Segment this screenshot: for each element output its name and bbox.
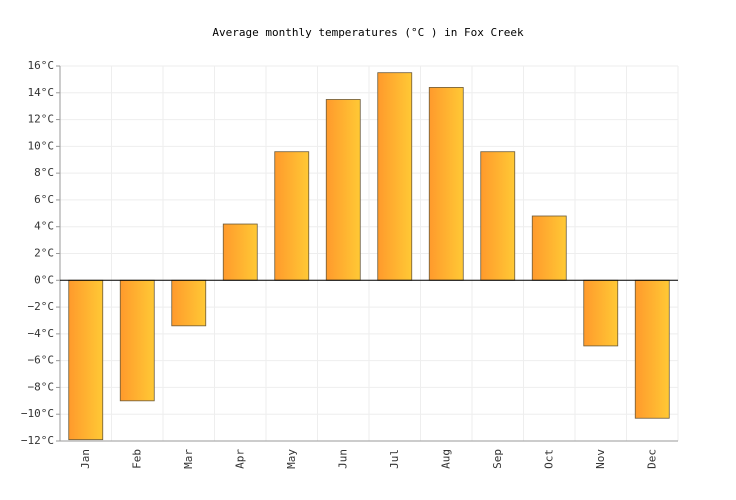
y-tick-label: −4°C xyxy=(28,327,55,340)
x-tick-label: May xyxy=(285,449,298,469)
y-tick-label: −10°C xyxy=(21,407,54,420)
x-tick-label: Aug xyxy=(439,449,452,469)
y-tick-label: 6°C xyxy=(34,193,54,206)
bar xyxy=(480,151,516,281)
y-tick-label: 10°C xyxy=(28,139,55,152)
y-tick-label: 16°C xyxy=(28,59,55,72)
y-tick-label: 2°C xyxy=(34,247,54,260)
y-tick-label: −12°C xyxy=(21,434,54,447)
bar xyxy=(171,279,207,327)
bar xyxy=(325,99,361,281)
y-tick-label: −8°C xyxy=(28,380,55,393)
y-tick-label: 0°C xyxy=(34,273,54,286)
x-tick-label: Sep xyxy=(491,449,504,469)
chart-title: Average monthly temperatures (°C ) in Fo… xyxy=(212,26,524,39)
x-tick-label: Apr xyxy=(233,449,246,469)
bar xyxy=(583,279,619,347)
x-tick-label: Oct xyxy=(542,449,555,469)
bar xyxy=(634,279,670,419)
bar xyxy=(428,87,464,281)
y-tick-label: −2°C xyxy=(28,300,55,313)
bar xyxy=(68,279,104,441)
y-tick-label: 12°C xyxy=(28,113,55,126)
y-tick-label: 4°C xyxy=(34,220,54,233)
x-tick-label: Jul xyxy=(388,449,401,469)
bar xyxy=(531,215,567,281)
bar xyxy=(274,151,310,281)
x-tick-label: Dec xyxy=(645,449,658,469)
x-tick-label: Mar xyxy=(182,449,195,469)
y-tick-label: 8°C xyxy=(34,166,54,179)
x-tick-label: Feb xyxy=(130,449,143,469)
x-tick-label: Jan xyxy=(79,449,92,469)
bar xyxy=(377,72,413,281)
x-tick-label: Nov xyxy=(594,449,607,469)
x-tick-label: Jun xyxy=(336,449,349,469)
bar xyxy=(222,223,258,281)
y-tick-label: −6°C xyxy=(28,354,55,367)
bar xyxy=(119,279,155,402)
y-tick-label: 14°C xyxy=(28,86,55,99)
